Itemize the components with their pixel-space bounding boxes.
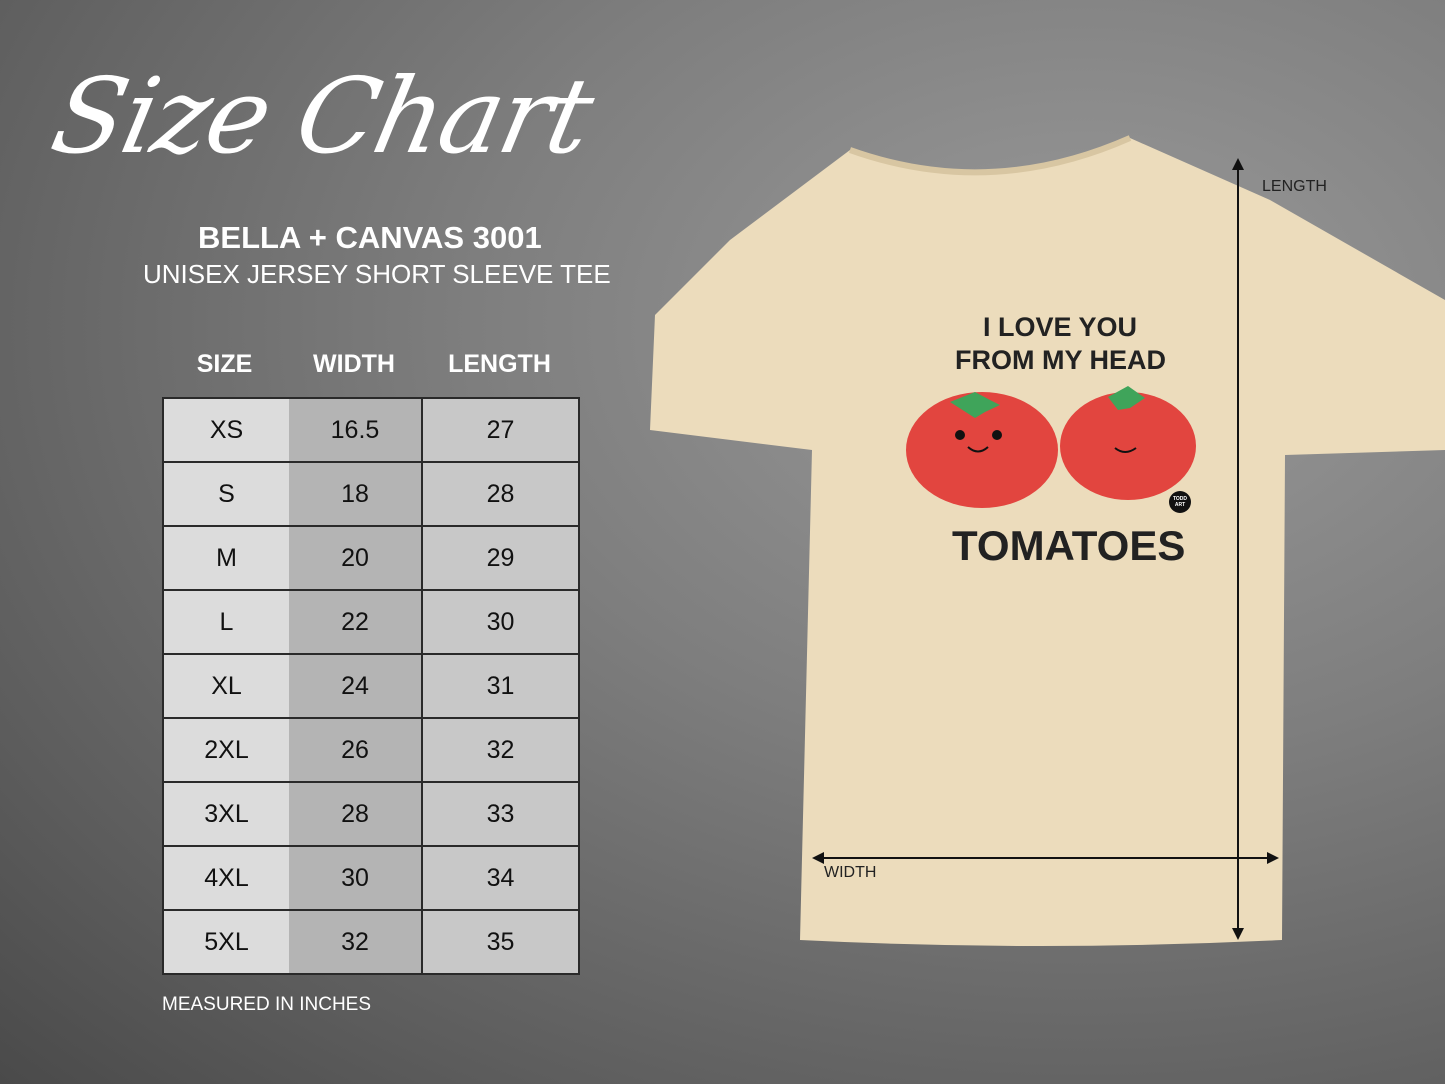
width-cell: 24: [289, 653, 423, 719]
length-label: LENGTH: [1262, 178, 1327, 195]
print-text-line1: I LOVE YOU: [983, 312, 1138, 342]
width-cell: 20: [289, 525, 423, 591]
column-header-size: SIZE: [196, 350, 253, 378]
length-cell: 30: [421, 589, 580, 655]
table-row: S 18 28: [162, 461, 580, 527]
size-cell: 3XL: [162, 781, 289, 847]
size-cell: XS: [162, 397, 289, 463]
width-cell: 32: [289, 909, 423, 975]
width-cell: 18: [289, 461, 423, 527]
table-row: 4XL 30 34: [162, 845, 580, 911]
table-row: M 20 29: [162, 525, 580, 591]
print-text-line3: TOMATOES: [952, 522, 1186, 569]
tshirt-body: [650, 138, 1445, 946]
width-cell: 16.5: [289, 397, 423, 463]
size-cell: L: [162, 589, 289, 655]
brand-model: BELLA + CANVAS 3001: [198, 220, 542, 255]
length-cell: 33: [421, 781, 580, 847]
size-cell: S: [162, 461, 289, 527]
width-label: WIDTH: [824, 864, 877, 881]
size-cell: M: [162, 525, 289, 591]
width-cell: 30: [289, 845, 423, 911]
size-table: XS 16.5 27 S 18 28 M 20 29 L 22 30 XL 24 31 2XL 26 32 3XL 2…: [162, 397, 580, 975]
table-row: XL 24 31: [162, 653, 580, 719]
width-cell: 26: [289, 717, 423, 783]
tomato-right: [1060, 392, 1196, 500]
width-cell: 28: [289, 781, 423, 847]
length-cell: 34: [421, 845, 580, 911]
tshirt-collar: [848, 135, 1132, 176]
leaf-icon: [1108, 386, 1145, 410]
table-row: 5XL 32 35: [162, 909, 580, 975]
size-cell: 2XL: [162, 717, 289, 783]
table-row: XS 16.5 27: [162, 397, 580, 463]
product-subtitle: UNISEX JERSEY SHORT SLEEVE TEE: [143, 259, 611, 289]
measurement-note: MEASURED IN INCHES: [162, 994, 372, 1015]
table-row: L 22 30: [162, 589, 580, 655]
length-cell: 29: [421, 525, 580, 591]
length-cell: 27: [421, 397, 580, 463]
length-cell: 35: [421, 909, 580, 975]
length-cell: 28: [421, 461, 580, 527]
logo-badge: [1169, 491, 1191, 513]
width-cell: 22: [289, 589, 423, 655]
logo-text: TODD ART: [1172, 496, 1188, 508]
table-row: 2XL 26 32: [162, 717, 580, 783]
length-cell: 31: [421, 653, 580, 719]
table-row: 3XL 28 33: [162, 781, 580, 847]
size-cell: XL: [162, 653, 289, 719]
size-cell: 5XL: [162, 909, 289, 975]
length-cell: 32: [421, 717, 580, 783]
leaf-icon: [950, 392, 1000, 418]
size-cell: 4XL: [162, 845, 289, 911]
column-header-length: LENGTH: [448, 350, 551, 378]
print-text-line2: FROM MY HEAD: [955, 345, 1167, 375]
column-header-width: WIDTH: [313, 350, 395, 378]
